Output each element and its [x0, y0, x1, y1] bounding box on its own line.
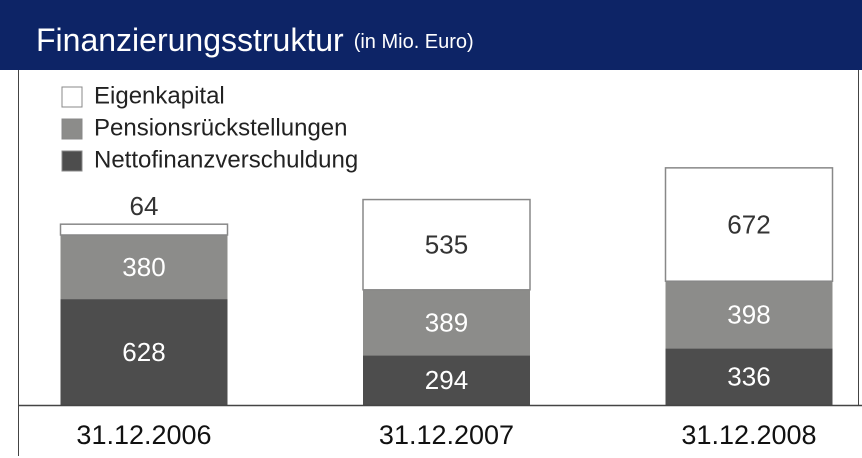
legend-swatch	[61, 118, 83, 140]
value-label: 398	[727, 300, 770, 330]
value-label: 336	[727, 362, 770, 392]
x-tick-label: 31.12.2007	[379, 420, 514, 450]
legend-swatch	[61, 86, 83, 108]
bar-segment	[60, 234, 228, 300]
legend-label: Eigenkapital	[94, 82, 225, 109]
legend-swatch	[61, 150, 83, 172]
bar-segment	[665, 281, 833, 349]
chart-title: Finanzierungsstruktur	[36, 22, 344, 58]
value-label: 672	[727, 209, 770, 239]
x-tick-label: 31.12.2006	[76, 420, 211, 450]
bar-segment	[362, 198, 531, 291]
value-label: 294	[425, 365, 468, 395]
bar-segment	[665, 348, 833, 405]
value-label: 389	[425, 307, 468, 337]
bar-segment	[363, 289, 530, 356]
bar-segment	[363, 355, 530, 405]
legend-label: Nettofinanzverschuldung	[94, 146, 358, 173]
bar-segment	[59, 223, 229, 236]
legend-label: Pensionsrückstellungen	[94, 114, 348, 141]
value-label: 628	[122, 337, 165, 367]
value-label: 380	[122, 252, 165, 282]
header-band	[0, 0, 862, 70]
x-tick-label: 31.12.2008	[681, 420, 816, 450]
value-label: 64	[130, 191, 159, 221]
bar-segment	[60, 299, 228, 405]
chart-title: Finanzierungsstruktur (in Mio. Euro)	[36, 22, 474, 58]
value-label: 535	[425, 230, 468, 260]
chart-subtitle: (in Mio. Euro)	[354, 31, 474, 53]
bar-segment	[664, 167, 834, 282]
